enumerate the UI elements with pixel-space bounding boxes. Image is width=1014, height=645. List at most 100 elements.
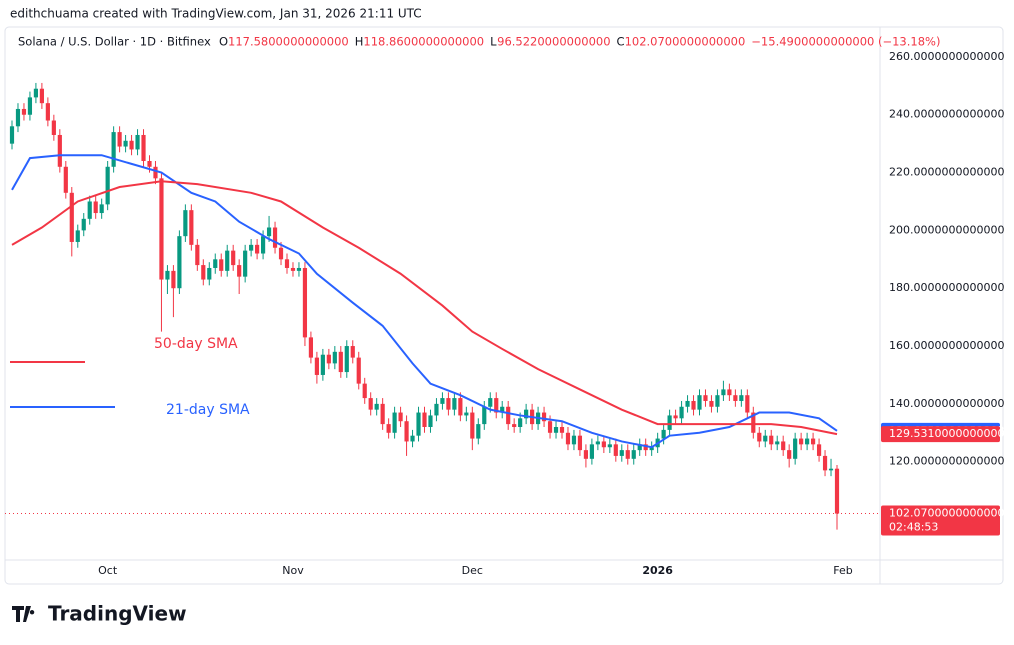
candle-body	[583, 450, 589, 459]
candle-body	[739, 395, 744, 401]
candle-body	[404, 421, 409, 442]
candle-body	[183, 210, 188, 237]
candle-body	[87, 201, 92, 219]
candle-body	[314, 357, 319, 375]
change: −15.4900000000000 (−13.18%)	[751, 35, 940, 49]
candle-body	[775, 441, 780, 445]
candle-body	[362, 383, 367, 399]
x-tick-label: 2026	[642, 564, 673, 577]
candle-body	[147, 161, 152, 167]
candle-body	[344, 346, 349, 373]
x-tick-label: Oct	[98, 564, 118, 577]
countdown: 02:48:53	[889, 521, 938, 534]
candle-body	[488, 398, 493, 407]
candle-body	[810, 438, 816, 445]
price-tag	[881, 426, 1000, 443]
candle-body	[51, 120, 56, 135]
ohlc-value: 118.8600000000000	[363, 35, 484, 49]
logo-icon	[12, 606, 35, 622]
candle-body	[296, 267, 302, 271]
candle-body	[559, 427, 565, 433]
candle-body	[446, 398, 451, 410]
candle-body	[243, 250, 248, 277]
candle-body	[308, 337, 314, 358]
candle-body	[757, 432, 762, 442]
legend-label: 50-day SMA	[154, 336, 238, 352]
candle-body	[721, 389, 726, 396]
candle-body	[667, 415, 672, 430]
ohlc-value: 96.5220000000000	[497, 35, 610, 49]
candle-body	[781, 441, 786, 451]
candle-body	[255, 244, 260, 254]
candle-body	[464, 412, 469, 416]
candle-body	[225, 250, 230, 271]
candle-body	[111, 132, 116, 167]
candle-body	[374, 403, 379, 410]
candle-body	[9, 126, 15, 144]
symbol-title: Solana / U.S. Dollar · 1D · Bitfinex	[18, 35, 211, 49]
candle-body	[661, 429, 666, 439]
price-tag-label: 129.5310000000000	[889, 427, 1004, 440]
candle-body	[93, 201, 98, 214]
candle-body	[278, 247, 284, 260]
y-tick-label: 180.0000000000000	[889, 281, 1004, 294]
candle-body	[422, 412, 427, 427]
candle-body	[571, 435, 577, 445]
candle-body	[727, 389, 732, 396]
candle-body	[751, 412, 756, 433]
candle-body	[129, 140, 134, 150]
candle-body	[613, 444, 618, 456]
candle-body	[195, 244, 200, 266]
chart-frame	[4, 26, 1004, 585]
legend-label: 21-day SMA	[166, 402, 250, 418]
candle-body	[769, 435, 774, 445]
x-tick-label: Feb	[833, 564, 852, 577]
candle-body	[715, 395, 720, 407]
candle-body	[685, 400, 690, 407]
candle-body	[69, 192, 74, 242]
candle-body	[410, 435, 415, 442]
candle-body	[553, 427, 559, 433]
candle-body	[494, 398, 499, 413]
candle-body	[799, 438, 804, 445]
candle-body	[458, 398, 463, 416]
candle-body	[39, 88, 44, 104]
candle-body	[290, 267, 296, 271]
candle-body	[524, 409, 529, 419]
candle-body	[822, 455, 828, 471]
ohlc-value: 102.0700000000000	[625, 35, 746, 49]
candle-body	[679, 406, 684, 419]
candle-body	[565, 432, 571, 445]
candle-body	[649, 447, 654, 451]
candle-body	[733, 395, 738, 401]
candle-body	[57, 134, 62, 167]
candle-body	[619, 450, 624, 456]
candle-body	[99, 204, 104, 214]
candle-body	[643, 444, 648, 451]
candle-body	[165, 270, 170, 280]
candle-body	[213, 259, 218, 268]
sma-line	[11, 154, 838, 449]
candle-body	[601, 441, 606, 448]
candle-body	[607, 444, 612, 448]
y-tick-label: 140.0000000000000	[889, 397, 1004, 410]
candle-body	[386, 424, 391, 433]
y-tick-label: 260.0000000000000	[889, 50, 1004, 63]
candle-body	[171, 270, 176, 289]
candle-body	[787, 450, 792, 459]
candle-body	[470, 412, 475, 439]
candle-body	[153, 166, 158, 179]
candle-body	[398, 412, 403, 422]
logo-text: TradingView	[48, 602, 187, 626]
price-tag-label: 102.0700000000000	[889, 507, 1004, 520]
candle-body	[500, 406, 505, 413]
ohlc-value: 117.5800000000000	[228, 35, 349, 49]
candle-body	[75, 230, 80, 242]
candle-body	[805, 438, 810, 445]
candle-body	[691, 400, 696, 410]
candle-body	[392, 412, 397, 433]
candle-body	[45, 103, 50, 121]
candle-body	[589, 444, 594, 459]
candle-body	[595, 441, 600, 445]
